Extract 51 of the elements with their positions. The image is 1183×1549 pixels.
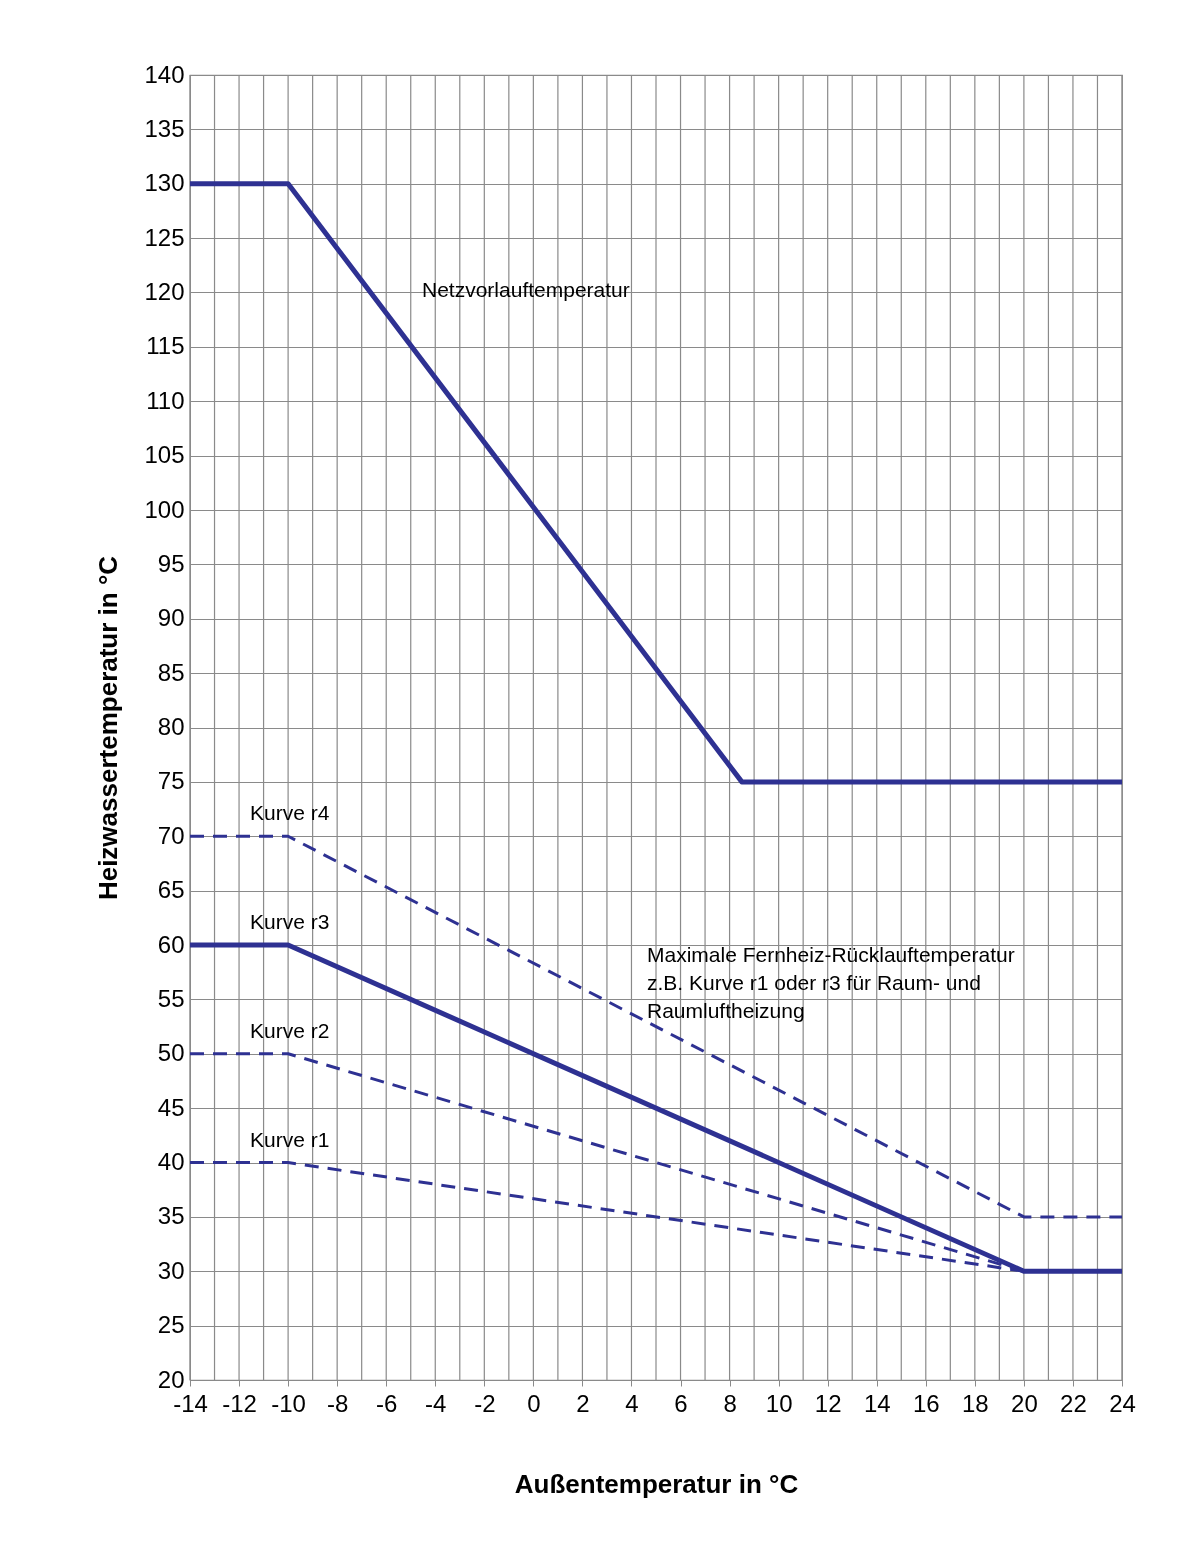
x-tick-label: -4	[425, 1389, 447, 1417]
y-tick-label: 75	[157, 767, 185, 795]
x-axis-title: Außentemperatur in °C	[514, 1468, 799, 1499]
y-tick-label: 35	[157, 1202, 185, 1230]
x-tick-label: -10	[271, 1389, 306, 1417]
x-tick-label: -8	[326, 1389, 349, 1417]
y-tick-label: 60	[157, 930, 185, 958]
y-tick-label: 65	[157, 876, 185, 904]
x-tick-label: 8	[723, 1389, 737, 1417]
x-tick-label: 4	[625, 1389, 639, 1417]
x-tick-label: 2	[576, 1389, 590, 1417]
y-tick-label: 70	[157, 821, 185, 849]
series-label: Kurve r3	[250, 910, 330, 933]
x-tick-label: 18	[961, 1389, 989, 1417]
x-tick-label: 24	[1109, 1389, 1136, 1417]
annotation: Maximale Fernheiz-Rücklauftemperatur z.B. Kurve r1 oder r3 für Raum- und Raumluftheizung	[647, 943, 1015, 1022]
y-tick-label: 100	[144, 495, 185, 523]
y-tick-label: 40	[157, 1148, 185, 1175]
y-tick-label: 140	[144, 60, 185, 88]
x-tick-label: -12	[222, 1389, 257, 1417]
y-tick-label: 135	[144, 114, 185, 142]
x-tick-label: 16	[912, 1389, 940, 1417]
series-label: Kurve r2	[250, 1018, 330, 1042]
y-tick-label: 120	[144, 278, 185, 305]
x-tick-label: 12	[814, 1389, 842, 1417]
y-tick-label: 130	[144, 169, 185, 197]
series-label: Netzvorlauftemperatur	[422, 277, 630, 301]
y-tick-label: 90	[157, 604, 185, 632]
y-tick-label: 45	[157, 1093, 185, 1121]
x-tick-label: 14	[863, 1389, 891, 1417]
x-tick-label: -2	[474, 1389, 496, 1417]
y-tick-label: 115	[146, 332, 185, 360]
series-label: Kurve r1	[250, 1127, 330, 1151]
x-tick-label: 0	[527, 1389, 541, 1417]
y-tick-label: 110	[146, 386, 185, 414]
x-tick-label: 6	[674, 1389, 688, 1417]
y-tick-label: 80	[157, 713, 185, 740]
y-tick-label: 105	[144, 441, 185, 469]
y-tick-label: 95	[157, 549, 185, 577]
y-tick-label: 55	[157, 984, 185, 1012]
y-tick-label: 30	[157, 1256, 185, 1284]
y-axis-title: Heizwassertemperatur in °C	[93, 555, 124, 901]
y-tick-label: 85	[157, 658, 185, 686]
x-tick-label: -6	[376, 1389, 398, 1417]
x-tick-label: 20	[1011, 1389, 1038, 1417]
y-tick-label: 125	[144, 223, 185, 251]
x-tick-label: 10	[765, 1389, 793, 1417]
x-tick-label: 22	[1060, 1389, 1087, 1417]
y-tick-label: 50	[157, 1039, 185, 1067]
series-label: Kurve r4	[250, 801, 330, 825]
y-tick-label: 25	[157, 1311, 185, 1339]
